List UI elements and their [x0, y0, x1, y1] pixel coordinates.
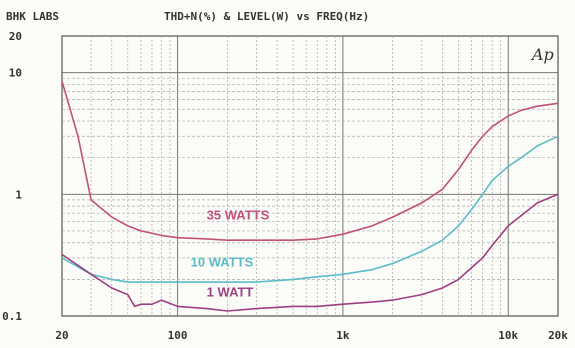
series-label-3: 1 WATT: [207, 284, 254, 299]
ap-logo: Ap: [530, 45, 554, 64]
chart-title: THD+N(%) & LEVEL(W) vs FREQ(Hz): [164, 10, 369, 23]
x-tick-label: 20k: [548, 329, 568, 342]
x-tick-label: 1k: [336, 329, 350, 342]
y-tick-label: 20: [9, 30, 22, 43]
y-tick-label: 0.1: [2, 310, 22, 323]
x-tick-label: 100: [168, 329, 188, 342]
series-label-1: 35 WATTS: [207, 208, 270, 223]
plot-frame: [61, 35, 559, 317]
x-tick-label: 10k: [498, 329, 518, 342]
y-tick-label: 1: [15, 188, 22, 201]
series-line-3: [61, 193, 559, 312]
tick-labels: 20 100 1k 10k 20k 20 10 1 0.1: [2, 30, 568, 342]
series-label-2: 10 WATTS: [191, 255, 254, 270]
series-group: [61, 80, 559, 312]
grid: [62, 36, 558, 316]
series-line-1: [61, 80, 559, 241]
brand-label: BHK LABS: [6, 10, 59, 23]
y-tick-label: 10: [9, 67, 22, 80]
x-tick-label: 20: [55, 329, 68, 342]
series-line-2: [61, 135, 559, 283]
series-labels: 35 WATTS 10 WATTS 1 WATT: [191, 208, 270, 300]
